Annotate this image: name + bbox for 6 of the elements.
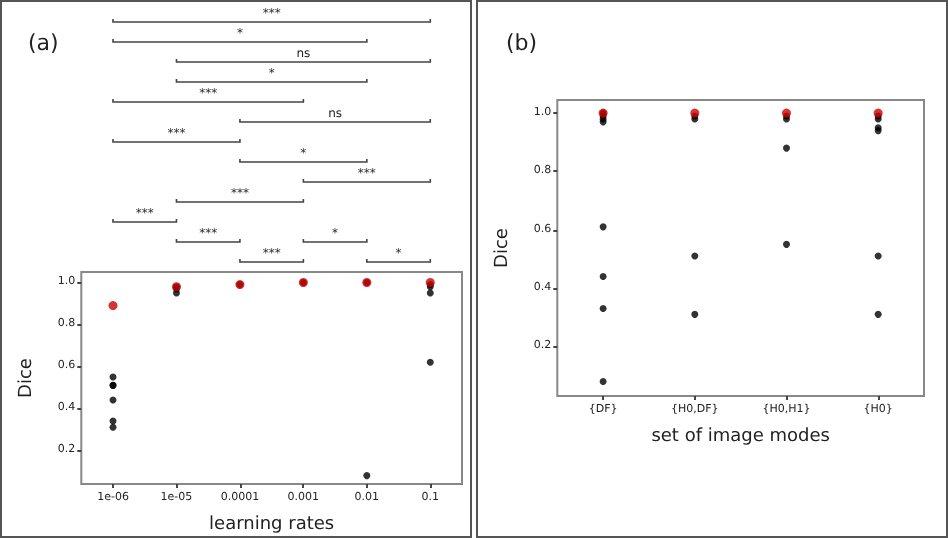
y-axis-title: Dice — [493, 227, 513, 268]
x-axis-title: set of image modes — [651, 427, 831, 447]
chart-title: (b) — [506, 30, 538, 56]
x-axis-title: learning rates — [209, 515, 335, 535]
y-axis-title: Dice — [17, 357, 37, 398]
chart-title: (a) — [28, 30, 59, 56]
